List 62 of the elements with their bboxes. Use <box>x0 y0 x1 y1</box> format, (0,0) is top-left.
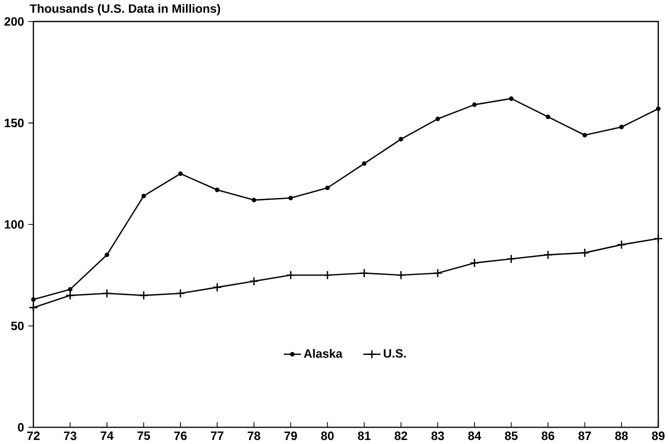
y-axis-title: Thousands (U.S. Data in Millions) <box>30 4 220 16</box>
point <box>322 270 332 280</box>
x-tick-label: 85 <box>504 431 518 440</box>
point <box>543 250 553 260</box>
y-tick-label: 0 <box>18 422 24 432</box>
point <box>104 252 110 258</box>
point <box>654 234 663 244</box>
point <box>141 194 146 198</box>
y-tick-label: 150 <box>4 118 24 128</box>
x-tick-label: 87 <box>578 431 591 440</box>
x-tick-label: 84 <box>468 431 482 440</box>
point <box>396 270 406 280</box>
point <box>286 270 296 280</box>
point <box>546 114 550 120</box>
point <box>325 186 330 190</box>
point <box>288 196 293 200</box>
point <box>616 240 626 250</box>
x-tick-label: 86 <box>542 431 554 440</box>
point <box>362 161 366 166</box>
x-tick-label: 72 <box>27 431 40 440</box>
point <box>508 96 514 101</box>
x-tick-label: 75 <box>137 431 150 440</box>
point <box>214 188 220 192</box>
point <box>582 132 588 138</box>
x-tick-label: 81 <box>358 431 371 440</box>
point <box>472 102 477 107</box>
x-tick-label: 82 <box>394 431 408 440</box>
point <box>619 124 624 130</box>
x-tick-label: 83 <box>431 431 444 440</box>
y-tick-label: 50 <box>11 322 24 330</box>
x-tick-label: 80 <box>321 431 334 440</box>
x-tick-label: 76 <box>174 431 187 440</box>
legend-label: U.S. <box>384 349 406 358</box>
point <box>252 198 256 202</box>
point <box>580 248 590 258</box>
y-tick-label: 200 <box>4 17 24 26</box>
point <box>360 268 369 278</box>
point <box>249 276 259 286</box>
point <box>470 258 480 268</box>
x-tick-label: 88 <box>615 431 628 440</box>
point <box>178 171 183 176</box>
point <box>139 290 148 300</box>
point <box>102 288 112 298</box>
x-tick-label: 78 <box>248 431 260 440</box>
point <box>435 116 440 122</box>
point <box>506 254 516 264</box>
point <box>31 297 36 302</box>
point <box>656 106 661 111</box>
point <box>398 136 404 142</box>
y-tick-label: 100 <box>4 220 24 229</box>
point <box>176 288 186 298</box>
x-tick-label: 79 <box>284 431 297 440</box>
x-tick-label: 73 <box>64 431 76 440</box>
point <box>68 287 72 292</box>
legend-label: Alaska <box>304 348 343 358</box>
x-tick-label: 89 <box>652 431 665 440</box>
x-tick-label: 74 <box>100 431 114 440</box>
point <box>65 290 75 300</box>
point <box>212 282 222 292</box>
x-tick-label: 77 <box>211 431 224 440</box>
point <box>28 302 38 312</box>
point <box>433 268 442 278</box>
